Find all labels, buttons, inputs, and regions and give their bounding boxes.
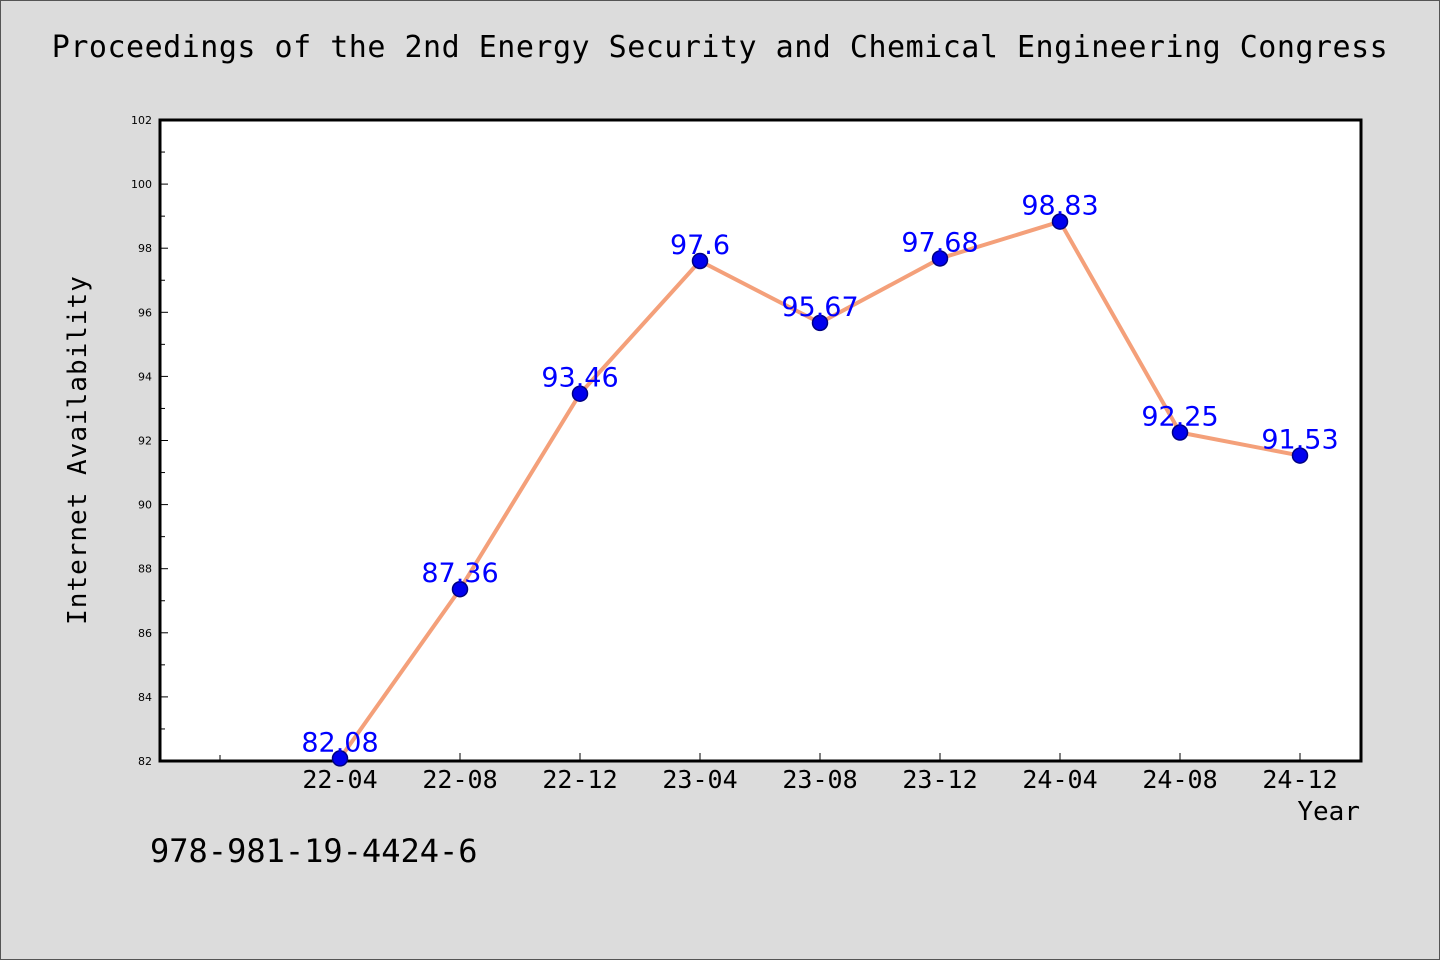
y-axis: 82 84 86 88 90 92 94 96 98 100 102 [131,114,168,768]
isbn-text: 978-981-19-4424-6 [150,832,478,870]
x-tick-label: 24-08 [1142,765,1217,794]
chart-title: Proceedings of the 2nd Energy Security a… [51,30,1389,65]
data-label: 98.83 [1021,191,1098,222]
x-tick-label: 22-08 [422,765,497,794]
y-axis-label: Internet Availability [63,275,93,625]
x-tick-label: 23-12 [902,765,977,794]
x-tick-label: 22-04 [302,765,377,794]
y-tick-label: 98 [138,242,152,255]
data-label: 97.68 [901,227,978,258]
x-tick-label: 23-04 [662,765,737,794]
x-tick-label: 23-08 [782,765,857,794]
y-tick-label: 94 [138,370,152,383]
data-label: 82.08 [301,727,378,758]
data-label: 97.6 [670,230,730,261]
y-tick-label: 86 [138,627,152,640]
y-tick-label: 92 [138,435,152,448]
data-labels: 82.08 87.36 93.46 97.6 95.67 97.68 98.83 92.25 9… [301,191,1338,759]
data-point [331,750,349,767]
data-point [1291,447,1309,464]
y-tick-label: 96 [138,306,152,319]
x-axis: 22-04 22-08 22-12 23-04 23-08 23-12 24-04 24-08… [219,753,1338,794]
data-point [691,252,709,270]
data-label: 87.36 [421,558,498,589]
data-point [811,314,829,332]
y-tick-label: 84 [138,691,152,704]
x-axis-label: Year [1297,797,1360,827]
y-tick-label: 82 [138,755,152,768]
data-point [931,250,949,267]
data-point [1051,213,1069,230]
y-tick-label: 102 [131,114,152,127]
y-tick-label: 100 [131,178,152,191]
y-tick-label: 88 [138,563,152,576]
data-label: 91.53 [1261,425,1338,456]
data-markers [331,213,1309,767]
data-point [451,580,469,598]
x-tick-label: 24-04 [1022,765,1097,794]
x-tick-label: 24-12 [1262,765,1337,794]
plot-area [158,118,1363,763]
data-label: 93.46 [541,363,618,394]
data-label: 92.25 [1141,401,1218,432]
data-point [571,385,589,402]
x-tick-label: 22-12 [542,765,617,794]
data-label: 95.67 [781,292,858,323]
data-point [1171,424,1189,441]
y-tick-label: 90 [138,499,152,512]
